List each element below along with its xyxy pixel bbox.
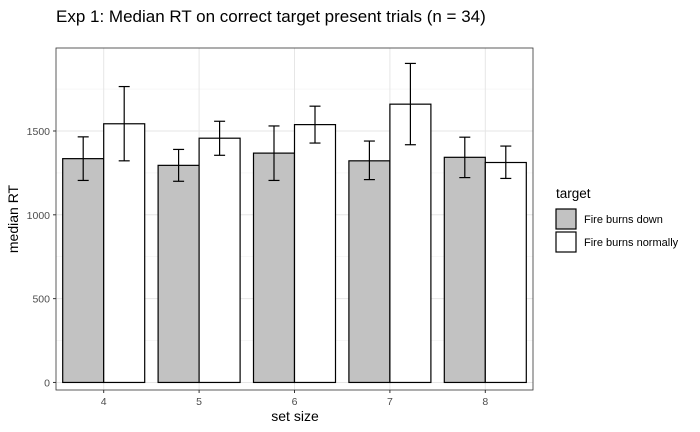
- y-axis-title: median RT: [5, 184, 21, 253]
- y-axis: 0 500 1000 1500: [27, 126, 56, 389]
- error-bar: [309, 105, 321, 144]
- error-bar: [77, 136, 89, 182]
- x-tick-label: 4: [101, 396, 107, 408]
- x-axis-title: set size: [271, 408, 319, 424]
- bars: [62, 103, 527, 384]
- x-tick-label: 7: [387, 396, 393, 408]
- legend-label: Fire burns down: [584, 214, 663, 226]
- y-tick-label: 0: [44, 377, 50, 389]
- error-bar: [268, 125, 280, 182]
- legend-title: target: [556, 186, 591, 201]
- bar: [252, 152, 296, 384]
- error-bar: [404, 62, 416, 146]
- legend-item: Fire burns normally: [555, 231, 679, 253]
- y-tick-label: 1000: [27, 210, 51, 222]
- error-bar: [214, 120, 226, 156]
- legend: target Fire burns down Fire burns normall…: [555, 186, 679, 253]
- y-tick-label: 500: [32, 294, 50, 306]
- x-tick-label: 5: [196, 396, 202, 408]
- x-axis: 4 5 6 7 8: [101, 390, 488, 408]
- bar: [389, 103, 432, 384]
- bar: [157, 164, 200, 384]
- bar: [293, 124, 337, 384]
- bar: [62, 158, 105, 384]
- legend-key: [555, 231, 577, 253]
- error-bar: [118, 85, 130, 162]
- error-bar: [363, 140, 375, 181]
- bar: [103, 123, 146, 384]
- legend-label: Fire burns normally: [584, 237, 679, 249]
- y-tick-label: 1500: [27, 126, 51, 138]
- error-bar: [500, 145, 512, 180]
- x-tick-label: 8: [482, 396, 488, 408]
- bar: [484, 161, 527, 384]
- x-tick-label: 6: [292, 396, 298, 408]
- bar: [348, 160, 391, 384]
- legend-key: [555, 208, 577, 230]
- legend-item: Fire burns down: [555, 208, 663, 230]
- bar: [443, 156, 486, 384]
- error-bar: [459, 136, 471, 179]
- bar: [198, 137, 241, 384]
- error-bars: [77, 62, 512, 182]
- chart-title: Exp 1: Median RT on correct target prese…: [56, 7, 486, 26]
- error-bar: [173, 148, 185, 182]
